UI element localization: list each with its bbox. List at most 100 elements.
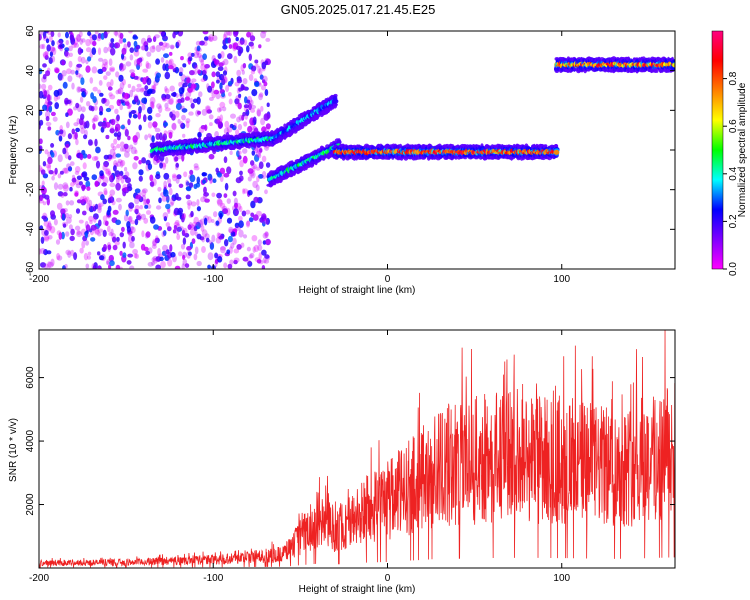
spectrogram-noise-cell [162, 42, 168, 48]
spectrogram-noise-cell [91, 66, 98, 74]
spectrogram-noise-cell [76, 33, 82, 42]
spectrogram-noise-cell [76, 34, 81, 43]
spectrogram-noise-cell [247, 168, 254, 174]
spectrogram-noise-cell [85, 240, 89, 246]
spectrogram-noise-cell [171, 92, 177, 97]
spectrogram-noise-cell [64, 49, 69, 57]
spectrogram-noise-cell [135, 46, 140, 53]
spectrogram-noise-cell [182, 237, 187, 245]
spectrogram-noise-cell [191, 238, 196, 245]
spectrogram-noise-cell [224, 120, 230, 129]
spectrogram-noise-cell [256, 108, 261, 117]
spectrogram-noise-cell [106, 168, 111, 177]
spectrogram-noise-cell [53, 218, 58, 226]
spectrogram-noise-cell [119, 146, 124, 152]
spectrogram-noise-cell [201, 108, 208, 116]
spectrogram-noise-cell [190, 201, 197, 207]
spectrogram-noise-cell [218, 117, 222, 125]
spectrogram-noise-cell [56, 202, 63, 210]
spectrogram-noise-cell [122, 78, 126, 86]
spectrogram-noise-cell [105, 31, 110, 35]
spectrogram-noise-cell [54, 102, 59, 110]
spectrogram-noise-cell [238, 114, 244, 121]
spectrogram-noise-cell [81, 106, 86, 113]
spectrogram-noise-cell [213, 59, 220, 65]
spectrogram-noise-cell [211, 35, 218, 42]
spectrogram-noise-cell [118, 87, 124, 95]
spectrogram-noise-cell [162, 230, 167, 236]
spectrogram-noise-cell [50, 111, 56, 117]
spectrogram-noise-cell [97, 265, 102, 269]
spectrogram-data [39, 31, 675, 269]
spectrogram-noise-cell [236, 116, 241, 123]
spectrogram-noise-cell [46, 250, 52, 255]
spectrogram-noise-cell [204, 36, 209, 41]
spectrogram-noise-cell [175, 162, 179, 168]
spectrogram-noise-cell [250, 104, 257, 110]
spectrogram-noise-cell [243, 104, 249, 109]
spectrogram-noise-cell [97, 47, 102, 56]
spectrogram-noise-cell [58, 232, 63, 240]
spectrogram-noise-cell [92, 117, 98, 122]
spectrogram-noise-cell [226, 126, 233, 133]
spectrogram-noise-cell [88, 215, 94, 222]
spectrogram-noise-cell [91, 174, 98, 181]
spectrogram-noise-cell [44, 111, 51, 119]
spectrogram-noise-cell [234, 222, 240, 229]
spectrogram-noise-cell [151, 84, 156, 91]
spectrogram-noise-cell [220, 51, 225, 59]
spectrogram-noise-cell [242, 234, 248, 239]
spectrogram-noise-cell [135, 87, 141, 93]
spectrogram-noise-cell [85, 196, 90, 204]
spectrogram-noise-cell [71, 41, 77, 49]
spectrogram-noise-cell [47, 156, 53, 165]
spectrogram-noise-cell [56, 253, 61, 261]
spectrogram-noise-cell [67, 166, 73, 172]
spectrogram-noise-cell [88, 199, 93, 208]
spectrogram-noise-cell [42, 104, 48, 111]
spectrogram-noise-cell [154, 127, 161, 133]
spectrogram-noise-cell [262, 219, 267, 225]
spectrogram-noise-cell [119, 81, 125, 90]
spectrogram-noise-cell [130, 226, 136, 234]
spectrogram-noise-cell [265, 239, 272, 245]
spectrogram-noise-cell [249, 35, 256, 42]
spectrogram-noise-cell [264, 231, 269, 239]
spectrogram-noise-cell [75, 138, 79, 146]
spectrogram-noise-cell [254, 59, 259, 64]
spectrogram-noise-cell [68, 60, 73, 68]
spectrogram-noise-cell [131, 85, 136, 93]
spectrogram-noise-cell [109, 174, 115, 183]
spectrogram-noise-cell [238, 229, 244, 238]
spectrogram-noise-cell [182, 251, 187, 259]
spectrogram-noise-cell [46, 94, 51, 99]
spectrogram-noise-cell [104, 169, 110, 175]
spectrogram-noise-cell [202, 53, 208, 60]
spectrogram-noise-cell [143, 199, 147, 206]
spectrogram-noise-cell [149, 216, 156, 224]
spectrogram-noise-cell [260, 105, 264, 112]
spectrogram-noise-cell [250, 99, 254, 106]
spectrogram-noise-cell [162, 35, 168, 42]
spectrogram-noise-cell [245, 209, 251, 215]
spectrogram-noise-cell [248, 74, 254, 81]
spectrogram-noise-cell [74, 225, 81, 231]
spectrogram-noise-cell [233, 122, 237, 128]
spectrogram-noise-cell [113, 31, 118, 36]
spectrogram-noise-cell [139, 205, 143, 210]
spectrogram-noise-cell [97, 89, 101, 95]
spectrogram-noise-cell [228, 92, 232, 97]
spectrogram-noise-cell [197, 52, 202, 58]
spectrogram-noise-cell [48, 35, 53, 43]
spectrogram-noise-cell [81, 171, 88, 178]
spectrogram-noise-cell [95, 146, 101, 154]
spectrogram-noise-cell [257, 153, 262, 159]
spectrogram-noise-cell [164, 86, 168, 92]
spectrogram-noise-cell [201, 229, 208, 238]
spectrogram-noise-cell [141, 230, 145, 238]
spectrogram-noise-cell [101, 97, 106, 104]
spectrogram-noise-cell [231, 125, 237, 131]
spectrogram-noise-cell [71, 128, 76, 135]
spectrogram-noise-cell [168, 65, 174, 70]
spectrogram-noise-cell [265, 123, 271, 130]
